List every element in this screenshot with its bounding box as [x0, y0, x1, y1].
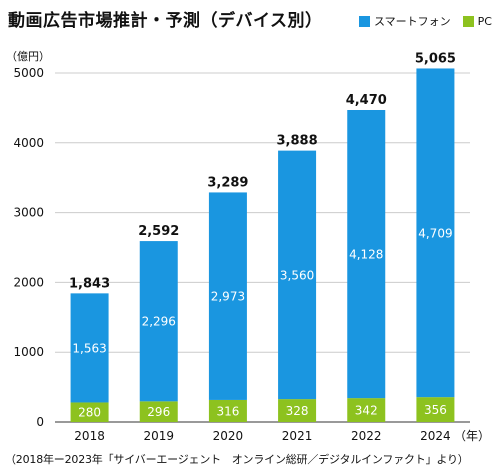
source-note: （2018年ー2023年「サイバーエージェント オンライン総研／デジタルインファ…: [5, 453, 469, 466]
data-label-pc: 316: [216, 404, 239, 418]
data-label-smartphone: 4,709: [418, 226, 452, 240]
x-tick-label: 2018: [74, 429, 105, 443]
x-tick-label: 2020: [213, 429, 244, 443]
legend-label-smartphone: スマートフォン: [374, 15, 451, 28]
bar-pc: [347, 398, 386, 422]
bar-smartphone: [139, 241, 178, 402]
data-label-smartphone: 2,296: [142, 315, 176, 329]
bar-pc: [416, 397, 455, 422]
y-tick-label: 3000: [13, 206, 44, 220]
x-tick-label: 2024: [420, 429, 451, 443]
data-label-total: 4,470: [346, 93, 387, 108]
y-tick-label: 1000: [13, 345, 44, 359]
data-label-smartphone: 4,128: [349, 248, 383, 262]
x-tick-label: 2019: [143, 429, 174, 443]
x-axis-unit-label: （年）: [454, 429, 490, 443]
legend-swatch-pc: [462, 15, 474, 27]
bar-pc: [278, 399, 317, 422]
legend-label-pc: PC: [477, 14, 492, 28]
x-tick-label: 2022: [351, 429, 382, 443]
data-label-total: 5,065: [415, 51, 456, 66]
data-label-total: 2,592: [138, 224, 179, 239]
bar-smartphone: [208, 192, 247, 400]
x-tick-label: 2021: [282, 429, 313, 443]
data-label-total: 3,888: [277, 134, 318, 149]
data-label-pc: 296: [147, 405, 170, 419]
chart-title: 動画広告市場推計・予測（デバイス別）: [8, 11, 323, 31]
bar-smartphone: [278, 150, 317, 400]
legend-item-smartphone: スマートフォン: [359, 13, 451, 29]
y-tick-label: 2000: [13, 275, 44, 289]
data-label-pc: 356: [424, 403, 447, 417]
data-label-smartphone: 3,560: [280, 268, 314, 282]
bar-smartphone: [416, 68, 455, 398]
y-axis-unit-label: （億円）: [6, 50, 50, 63]
data-label-smartphone: 1,563: [72, 341, 106, 355]
data-label-smartphone: 2,973: [211, 290, 245, 304]
bar-pc: [139, 401, 178, 422]
y-tick-label: 0: [36, 415, 44, 429]
legend: スマートフォン PC: [347, 13, 492, 29]
bar-smartphone: [347, 109, 386, 399]
legend-swatch-smartphone: [359, 15, 370, 27]
legend-item-pc: PC: [462, 14, 492, 28]
data-label-pc: 280: [78, 406, 101, 420]
bar-pc: [208, 399, 247, 422]
bar-smartphone: [70, 293, 109, 403]
bar-pc: [70, 402, 109, 422]
y-tick-label: 4000: [13, 136, 44, 150]
data-label-total: 1,843: [69, 276, 110, 291]
data-label-total: 3,289: [207, 175, 248, 190]
y-tick-label: 5000: [13, 66, 44, 80]
data-label-pc: 342: [355, 404, 378, 418]
data-label-pc: 328: [286, 404, 309, 418]
